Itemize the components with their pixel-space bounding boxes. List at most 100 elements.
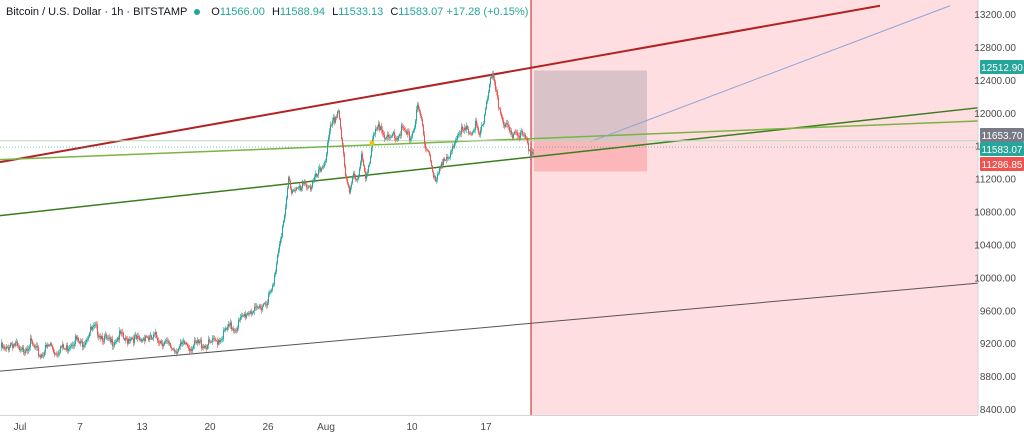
candle-body-20 [21,349,22,350]
trend-line-2[interactable] [0,107,979,217]
candle-body-387 [388,134,389,138]
candle-body-12 [13,344,14,348]
candle-body-122 [123,332,124,339]
candle-body-334 [335,117,336,123]
candle-body-77 [78,337,79,342]
candle-body-355 [356,179,357,181]
anchor-marker[interactable] [369,140,375,146]
candle-body-98 [99,336,100,337]
candle-body-63 [64,348,65,350]
candle-body-107 [108,337,109,339]
candle-body-264 [265,303,266,305]
candle-body-214 [215,338,216,341]
candle-body-512 [513,133,514,138]
candle-body-282 [283,221,284,227]
candle-body-313 [314,177,315,181]
candle-body-404 [405,130,406,131]
candle-body-29 [30,338,31,347]
candle-body-304 [305,181,306,185]
candle-body-85 [86,339,87,343]
candle-body-522 [523,134,524,136]
candle-body-146 [147,336,148,338]
candle-body-74 [75,336,76,344]
candle-body-215 [216,340,217,342]
candle-body-310 [311,187,312,190]
candle-body-429 [430,154,431,161]
candle-body-135 [136,335,137,339]
candle-body-80 [81,341,82,342]
candle-body-115 [116,340,117,342]
candle-body-128 [129,338,130,342]
candle-body-204 [205,345,206,348]
candle-body-412 [413,129,414,133]
candle-body-216 [217,340,218,345]
chart-legend: Bitcoin / U.S. Dollar · 1h · BITSTAMP O1… [6,6,528,18]
candle-body-316 [317,174,318,177]
candle-body-19 [20,349,21,351]
candle-body-34 [35,346,36,348]
x-tick-label: 7 [77,422,83,433]
candle-body-22 [23,347,24,353]
candle-body-87 [88,336,89,339]
candle-body-411 [412,132,413,138]
candle-body-331 [332,120,333,125]
candle-body-222 [223,330,224,339]
candle-body-348 [349,186,350,193]
candle-body-49 [50,343,51,346]
candle-body-336 [337,111,338,118]
candle-body-24 [25,350,26,353]
candle-body-90 [91,326,92,330]
candle-body-457 [458,134,459,136]
candle-body-469 [470,132,471,134]
trend-line-1[interactable] [0,4,881,164]
candle-body-321 [322,166,323,169]
candle-body-488 [489,84,490,93]
candle-body-192 [193,345,194,349]
candle-body-177 [178,348,179,352]
y-tick-label: 10400.00 [974,240,1016,251]
candle-body-226 [227,326,228,330]
candle-body-395 [396,138,397,140]
candle-body-357 [358,175,359,180]
candle-body-441 [442,162,443,165]
candle-body-21 [22,347,23,350]
candle-body-224 [225,328,226,330]
candle-body-245 [246,314,247,318]
position-target-box[interactable] [534,70,647,142]
candle-body-14 [15,342,16,346]
candle-body-248 [249,313,250,315]
candle-body-173 [174,349,175,352]
candle-body-232 [233,328,234,331]
candle-body-118 [119,330,120,340]
candle-body-33 [34,345,35,348]
candle-body-104 [105,334,106,336]
candle-body-378 [379,123,380,130]
candle-body-362 [363,159,364,166]
shaded-zone [531,0,978,415]
candle-body-0 [1,342,2,348]
candle-body-459 [460,133,461,135]
candle-body-140 [141,339,142,342]
candle-body-268 [269,292,270,295]
candle-body-400 [401,125,402,136]
candle-body-155 [156,332,157,338]
candle-body-456 [457,135,458,140]
candle-body-478 [479,133,480,136]
candle-body-337 [338,110,339,112]
candle-body-249 [250,311,251,314]
candle-body-299 [300,185,301,191]
candle-body-201 [202,346,203,348]
y-tick-label: 13200.00 [974,10,1016,21]
candle-body-123 [124,338,125,341]
candle-body-445 [446,157,447,161]
candle-body-449 [450,152,451,158]
candle-body-110 [111,339,112,343]
candle-body-466 [467,125,468,130]
trend-line-5[interactable] [590,5,951,143]
candle-body-188 [189,348,190,351]
candle-body-91 [92,327,93,330]
trend-line-4[interactable] [0,282,979,372]
candle-body-462 [463,129,464,131]
candle-body-228 [229,324,230,326]
